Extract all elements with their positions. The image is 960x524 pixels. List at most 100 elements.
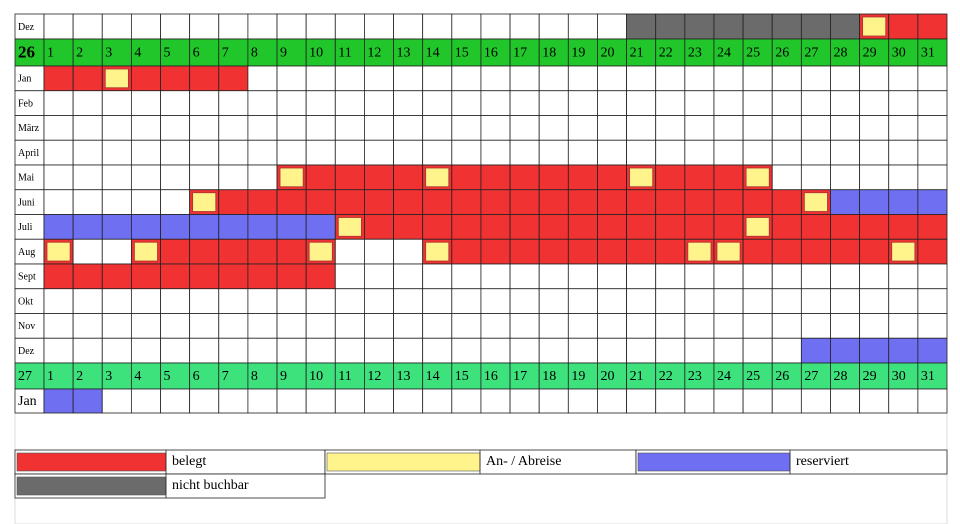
- day-cell: [422, 288, 453, 314]
- day-cell: [800, 139, 831, 166]
- day-cell: [771, 288, 802, 314]
- day-cell: [771, 65, 802, 92]
- day-number: 13: [397, 369, 411, 384]
- day-cell: [713, 90, 744, 116]
- day-cell: [509, 139, 540, 166]
- day-cell: [684, 313, 715, 339]
- day-cell: [480, 65, 511, 92]
- day-cell: [538, 337, 569, 364]
- day-number: 25: [746, 46, 760, 61]
- day-cell: [160, 288, 191, 314]
- label-cell: [14, 362, 45, 390]
- day-cell: [276, 115, 307, 141]
- day-cell: [830, 90, 861, 116]
- day-cell: [771, 90, 802, 116]
- day-cell: [451, 238, 482, 265]
- day-header-cell: [917, 38, 948, 67]
- day-cell: [160, 90, 191, 116]
- day-cell: [509, 313, 540, 339]
- day-cell: [713, 139, 744, 166]
- day-cell: [247, 238, 278, 265]
- day-cell: [771, 139, 802, 166]
- day-cell: [305, 13, 336, 40]
- day-cell: [101, 139, 132, 166]
- day-cell: [72, 115, 103, 141]
- day-cell: [334, 238, 365, 265]
- day-cell: [393, 115, 424, 141]
- day-cell: [830, 388, 861, 414]
- day-cell: [422, 13, 453, 40]
- day-cell: [684, 13, 715, 40]
- day-number: 3: [105, 46, 112, 61]
- day-cell: [626, 115, 657, 141]
- day-number: 27: [804, 46, 818, 61]
- day-cell: [888, 90, 919, 116]
- day-cell: [800, 214, 831, 240]
- day-cell: [189, 263, 220, 290]
- day-cell: [538, 65, 569, 92]
- day-cell: [917, 90, 948, 116]
- day-cell: [684, 189, 715, 215]
- day-cell: [276, 13, 307, 40]
- day-cell: [859, 388, 890, 414]
- legend-swatch: [637, 452, 791, 472]
- arrival-departure-marker: [891, 241, 916, 262]
- day-cell: [742, 337, 773, 364]
- day-cell: [655, 388, 686, 414]
- day-header-cell: [917, 362, 948, 390]
- day-number: 21: [630, 369, 644, 384]
- day-cell: [422, 214, 453, 240]
- day-number: 19: [571, 369, 585, 384]
- day-number: 22: [659, 369, 673, 384]
- day-cell: [276, 189, 307, 215]
- day-cell: [917, 238, 948, 265]
- day-cell: [101, 164, 132, 191]
- day-cell: [655, 288, 686, 314]
- legend-swatch: [16, 452, 167, 472]
- day-cell: [247, 65, 278, 92]
- day-cell: [626, 288, 657, 314]
- month-label: Okt: [18, 296, 33, 307]
- day-cell: [567, 65, 598, 92]
- day-cell: [393, 90, 424, 116]
- day-cell: [830, 65, 861, 92]
- day-cell: [218, 164, 249, 191]
- day-cell: [305, 214, 336, 240]
- day-cell: [451, 189, 482, 215]
- day-cell: [393, 13, 424, 40]
- arrival-departure-marker: [337, 217, 362, 237]
- day-cell: [451, 13, 482, 40]
- day-cell: [480, 90, 511, 116]
- day-cell: [130, 313, 161, 339]
- day-number: 20: [600, 46, 614, 61]
- day-cell: [800, 288, 831, 314]
- day-cell: [276, 214, 307, 240]
- day-cell: [917, 65, 948, 92]
- day-cell: [917, 313, 948, 339]
- day-cell: [538, 313, 569, 339]
- year-label: 27: [18, 369, 32, 384]
- day-cell: [218, 214, 249, 240]
- day-cell: [917, 189, 948, 215]
- day-cell: [800, 65, 831, 92]
- day-cell: [713, 13, 744, 40]
- day-cell: [567, 189, 598, 215]
- day-cell: [509, 388, 540, 414]
- day-cell: [509, 337, 540, 364]
- day-cell: [276, 263, 307, 290]
- day-cell: [43, 263, 74, 290]
- month-label: Nov: [18, 321, 35, 332]
- day-header-cell: [626, 38, 657, 67]
- day-cell: [72, 288, 103, 314]
- day-cell: [218, 90, 249, 116]
- day-cell: [859, 164, 890, 191]
- day-cell: [247, 115, 278, 141]
- day-cell: [247, 90, 278, 116]
- day-cell: [859, 313, 890, 339]
- day-cell: [101, 214, 132, 240]
- day-header-cell: [305, 38, 336, 67]
- day-cell: [393, 313, 424, 339]
- day-cell: [305, 139, 336, 166]
- day-cell: [72, 189, 103, 215]
